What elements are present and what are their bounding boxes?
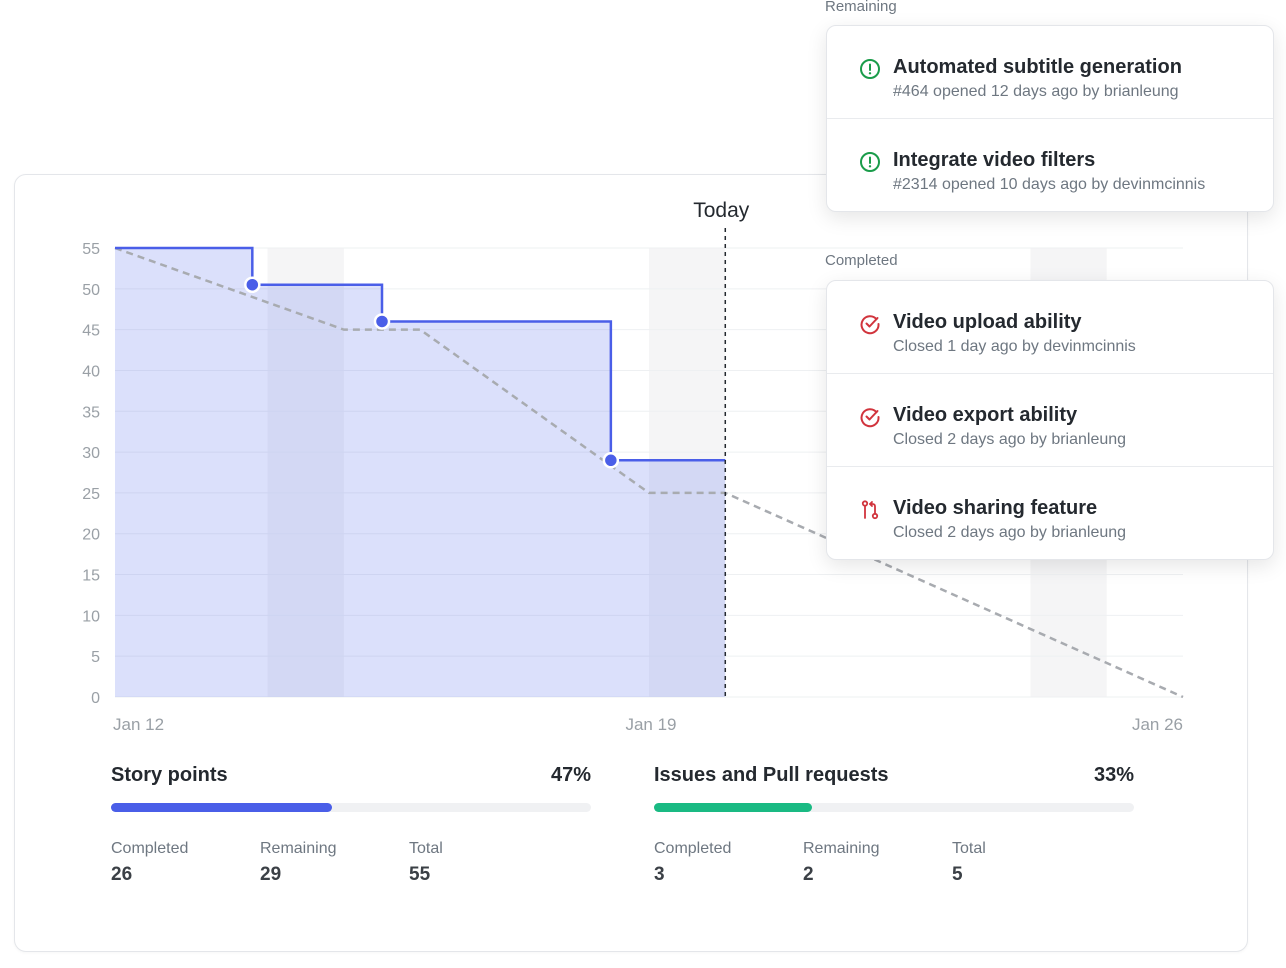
stat-value: 2: [803, 864, 814, 885]
item-title: Video upload ability: [893, 311, 1082, 333]
issues-completed: Completed 3: [654, 840, 803, 886]
x-tick-label: Jan 26: [1132, 715, 1183, 734]
ideal-line: [114, 246, 1184, 699]
stat-label: Completed: [654, 840, 732, 857]
y-tick-label: 45: [82, 323, 100, 340]
list-item[interactable]: Integrate video filters #2314 opened 10 …: [827, 119, 1273, 211]
item-title: Video sharing feature: [893, 497, 1098, 519]
data-point: [373, 313, 391, 330]
weekend-band: [267, 248, 344, 697]
y-tick-label: 20: [82, 527, 100, 544]
list-item[interactable]: Video upload ability Closed 1 day ago by…: [827, 281, 1273, 374]
issues-percent: 33%: [1093, 764, 1134, 786]
data-point: [602, 452, 620, 469]
pull-request-closed-icon: [861, 500, 879, 520]
x-tick-label: Jan 12: [113, 715, 164, 734]
y-tick-label: 10: [82, 608, 100, 625]
completed-section-label: Completed: [825, 252, 898, 269]
item-title: Video export ability: [893, 404, 1078, 426]
issue-open-icon: [860, 59, 880, 79]
x-tick-label: Jan 19: [625, 715, 676, 734]
stat-value: 55: [409, 864, 431, 885]
item-subtitle: #464 opened 12 days ago by brianleung: [893, 83, 1179, 100]
burndown-area: [115, 248, 726, 697]
issues-title: Issues and Pull requests: [654, 764, 889, 786]
stat-value: 3: [654, 864, 665, 885]
stat-label: Total: [409, 840, 443, 857]
y-tick-label: 35: [82, 404, 100, 421]
issue-closed-icon: [860, 315, 880, 335]
stat-value: 26: [111, 864, 133, 885]
completed-panel: Video upload ability Closed 1 day ago by…: [826, 280, 1274, 560]
y-tick-label: 55: [82, 241, 100, 258]
story-points-completed: Completed 26: [111, 840, 260, 886]
story-points-progress-fill: [111, 803, 332, 812]
stat-label: Remaining: [803, 840, 880, 857]
y-tick-label: 0: [91, 690, 100, 707]
story-points-total: Total 55: [409, 840, 558, 886]
story-points-percent: 47%: [550, 764, 591, 786]
issues-summary: Issues and Pull requests 33% Completed 3…: [654, 764, 1134, 886]
item-subtitle: Closed 2 days ago by brianleung: [893, 524, 1127, 541]
stat-label: Total: [952, 840, 986, 857]
story-points-summary: Story points 47% Completed 26 Remaining …: [111, 764, 591, 886]
remaining-panel: Automated subtitle generation #464 opene…: [826, 25, 1274, 212]
stat-value: 29: [260, 864, 282, 885]
y-tick-label: 25: [82, 486, 100, 503]
weekend-band: [649, 248, 726, 697]
list-item[interactable]: Automated subtitle generation #464 opene…: [827, 26, 1273, 119]
issue-closed-icon: [860, 408, 880, 428]
issues-remaining: Remaining 2: [803, 840, 952, 886]
item-title: Automated subtitle generation: [893, 56, 1182, 78]
actual-line: [115, 246, 726, 462]
story-points-title: Story points: [111, 764, 228, 786]
story-points-remaining: Remaining 29: [260, 840, 409, 886]
stat-value: 5: [952, 864, 963, 885]
issue-open-icon: [860, 152, 880, 172]
stat-label: Completed: [111, 840, 189, 857]
y-tick-label: 40: [82, 363, 100, 380]
data-point: [244, 276, 261, 293]
issues-progress-fill: [654, 803, 813, 812]
list-item[interactable]: Video sharing feature Closed 2 days ago …: [827, 467, 1273, 559]
today-label: Today: [693, 199, 750, 222]
remaining-section-label: Remaining: [825, 0, 897, 15]
item-subtitle: #2314 opened 10 days ago by devinmcinnis: [893, 176, 1206, 193]
item-title: Integrate video filters: [893, 149, 1096, 171]
issues-total: Total 5: [952, 840, 1101, 886]
stat-label: Remaining: [260, 840, 337, 857]
y-tick-label: 50: [82, 282, 100, 299]
y-tick-label: 30: [82, 445, 100, 462]
y-tick-label: 15: [82, 568, 100, 585]
y-tick-label: 5: [91, 649, 100, 666]
story-points-progress-bar: [111, 803, 591, 812]
item-subtitle: Closed 1 day ago by devinmcinnis: [893, 338, 1136, 355]
list-item[interactable]: Video export ability Closed 2 days ago b…: [827, 374, 1273, 467]
issues-progress-bar: [654, 803, 1134, 812]
item-subtitle: Closed 2 days ago by brianleung: [893, 431, 1127, 448]
